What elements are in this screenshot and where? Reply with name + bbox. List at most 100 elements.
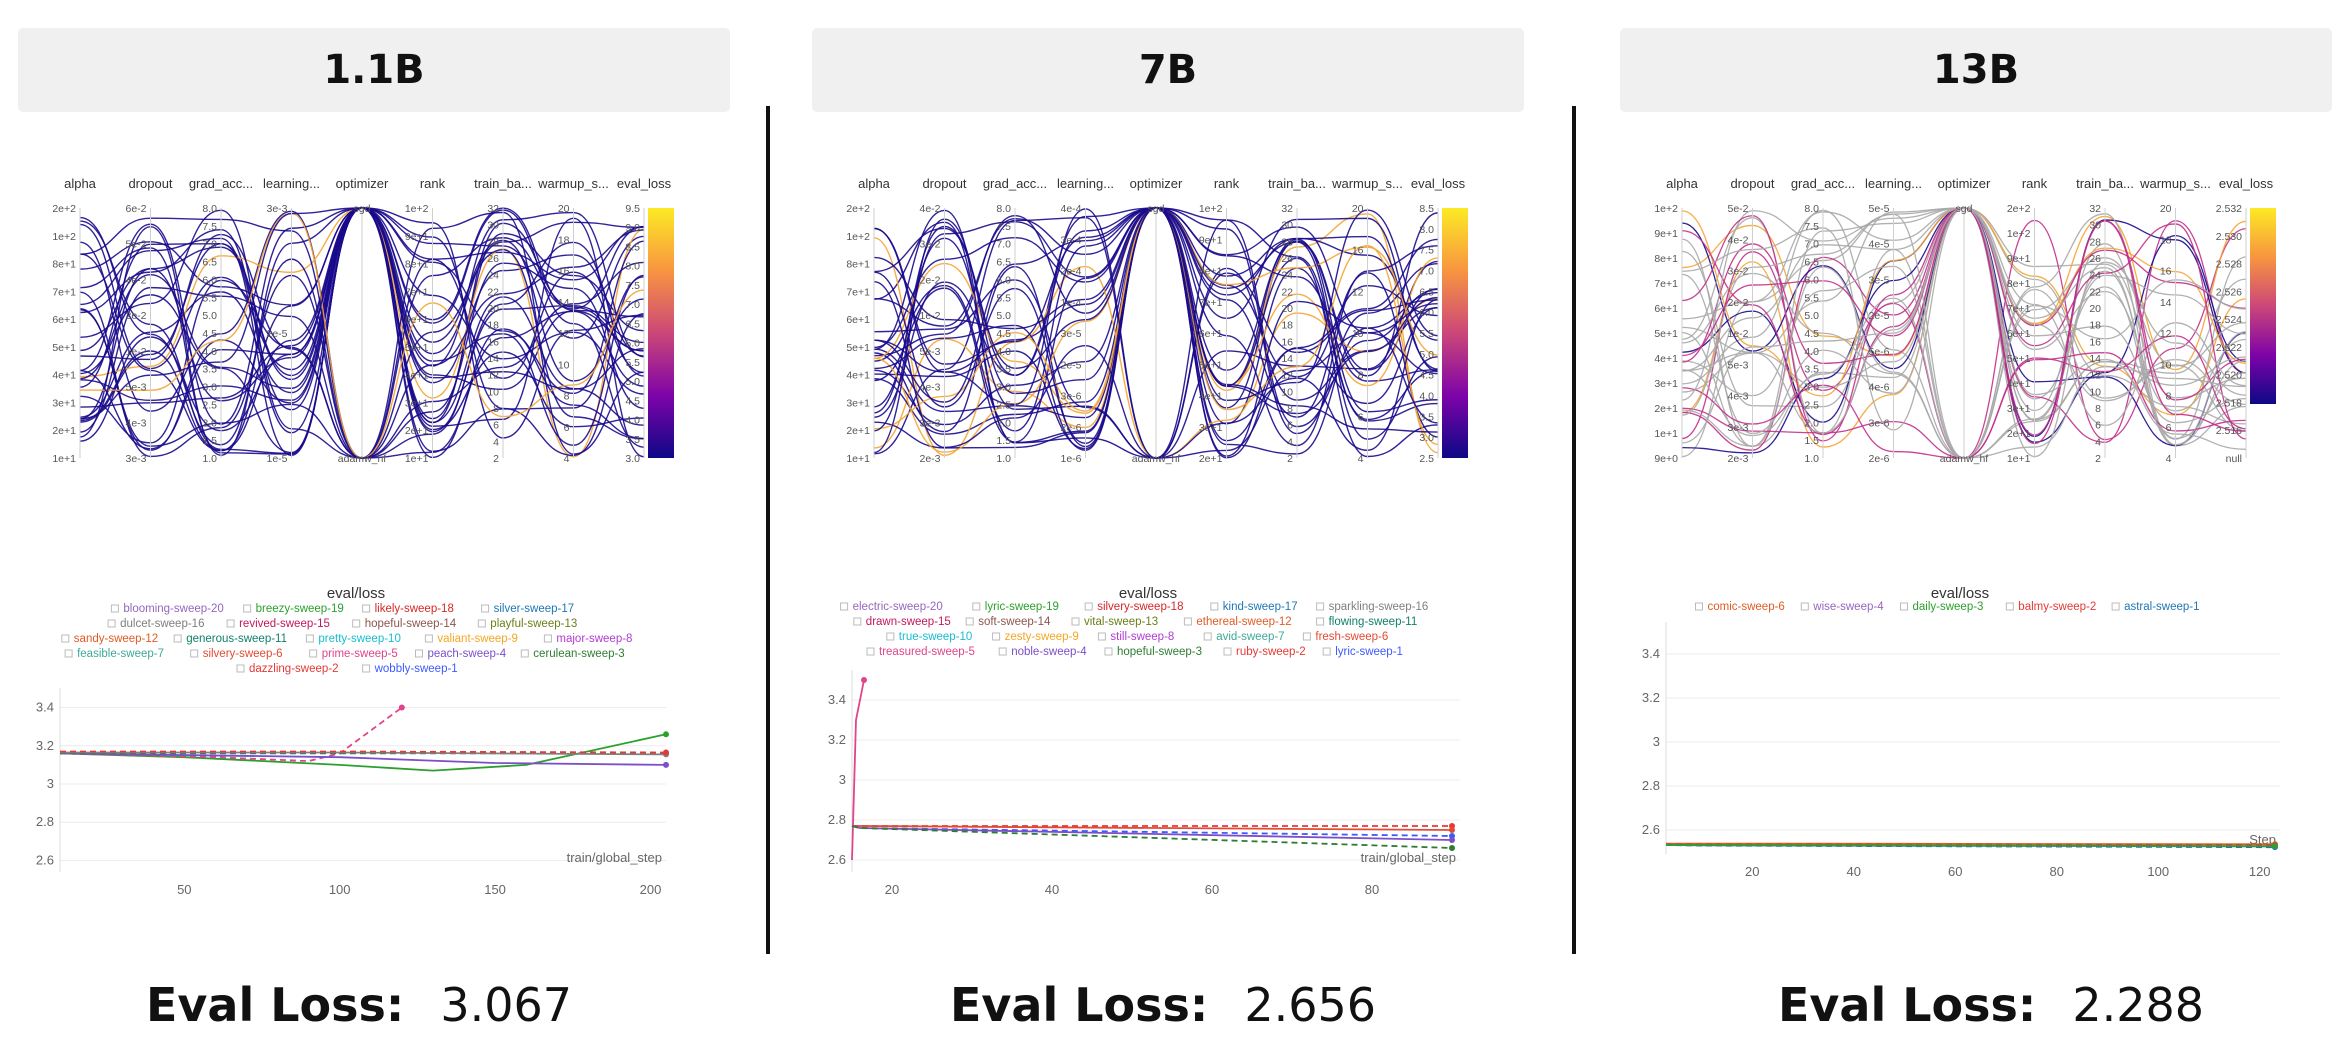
axis-tick-label: 2.526	[2216, 286, 2242, 298]
axis-title: alpha	[64, 176, 97, 191]
axis-tick-label: 1.0	[996, 453, 1011, 465]
axis-tick-label: 2e-2	[125, 310, 146, 322]
axis-tick-label: 2.5	[996, 399, 1011, 411]
axis-tick-label: 1e-4	[1060, 297, 1081, 309]
x-tick-label: 60	[1948, 864, 1962, 879]
axis-tick-label: 8.5	[625, 241, 640, 253]
legend-entry: kind-sweep-17	[1223, 601, 1298, 613]
axis-tick-label: 8	[564, 391, 570, 403]
axis-tick-label: 6	[2166, 422, 2172, 434]
axis-tick-label: 1e+1	[1654, 428, 1678, 440]
y-tick-label: 2.8	[36, 814, 54, 829]
legend-entry: major-sweep-8	[556, 633, 632, 645]
axis-tick-label: 5.5	[1804, 292, 1819, 304]
axis-tick-label: 5e+1	[405, 342, 429, 354]
axis-tick-label: adamw_hf	[338, 453, 387, 465]
parallel-coordinates-chart[interactable]: alpha 2e+2 1e+2 8e+1 7e+1 6e+1 5e+1 4e+1 3e+1 2e+…	[36, 172, 696, 472]
eval-loss-value: 2.288	[2072, 978, 2205, 1032]
eval-loss-line-chart[interactable]: eval/loss comic-sweep-6 wise-sweep-4 daily-…	[1630, 580, 2290, 900]
axis-tick-label: 16	[1352, 245, 1364, 257]
axis-tick-label: 3.0	[996, 382, 1011, 394]
colorbar	[1442, 208, 1468, 458]
y-tick-label: 3.4	[36, 700, 54, 715]
axis-tick-label: 3.5	[1419, 411, 1434, 423]
axis-tick-label: 6	[1358, 411, 1364, 423]
legend-swatch	[481, 604, 490, 613]
axis-tick-label: 5e-5	[1868, 203, 1889, 215]
axis-tick-label: 28	[1281, 236, 1293, 248]
axis-tick-label: 20	[1352, 203, 1364, 215]
legend-swatch	[173, 634, 182, 643]
column-divider	[766, 106, 770, 954]
axis-tick-label: 20	[2089, 303, 2101, 315]
y-tick-label: 3	[1653, 734, 1660, 749]
axis-tick-label: 3.0	[202, 382, 217, 394]
axis-tick-label: 6	[493, 420, 499, 432]
axis-tick-label: 8.0	[202, 203, 217, 215]
parallel-coordinates-chart[interactable]: alpha 2e+2 1e+2 8e+1 7e+1 6e+1 5e+1 4e+1 3e+1 2e+…	[830, 172, 1490, 472]
x-tick-label: 150	[484, 882, 506, 897]
legend-swatch	[1302, 632, 1311, 641]
axis-tick-label: 5e-3	[1727, 359, 1748, 371]
sweep-lines	[79, 207, 645, 459]
axis-tick-label: 5.0	[1804, 310, 1819, 322]
axis-tick-label: 6.0	[202, 274, 217, 286]
axis-tick-label: 3e+1	[1654, 378, 1678, 390]
axis-tick-label: 2e-5	[1868, 310, 1889, 322]
axis-tick-label: 2e+1	[846, 425, 870, 437]
series-line	[59, 752, 667, 766]
axis-tick-label: 28	[487, 236, 499, 248]
axis-title: grad_acc...	[189, 176, 253, 191]
axis-tick-label: 8e+1	[1654, 253, 1678, 265]
sweep-line	[873, 207, 1439, 440]
series-line	[1665, 844, 2275, 847]
axis-tick-label: 28	[2089, 236, 2101, 248]
x-tick-label: 60	[1205, 882, 1219, 897]
axis-tick-label: 4	[1287, 436, 1293, 448]
eval-loss-summary: Eval Loss: 2.656	[950, 970, 1376, 1040]
eval-loss-line-chart[interactable]: eval/loss electric-sweep-20 lyric-sweep-19…	[828, 580, 1468, 900]
legend-swatch	[110, 604, 119, 613]
series-line	[851, 679, 865, 861]
axis-tick-label: 1e-6	[1060, 453, 1081, 465]
axis-tick-label: 8e+1	[405, 259, 429, 271]
axis-tick-label: 8.0	[1419, 224, 1434, 236]
axis-tick-label: 16	[558, 266, 570, 278]
legend-entry: wise-sweep-4	[1812, 601, 1884, 613]
axis-title: optimizer	[1938, 176, 1991, 191]
axis-tick-label: 6.5	[625, 318, 640, 330]
axis-title: learning...	[1865, 176, 1922, 191]
legend-swatch	[1322, 647, 1331, 656]
sweep-line	[1681, 207, 2247, 450]
axis-tick-label: 3e-3	[125, 453, 146, 465]
legend-entry: lyric-sweep-19	[985, 601, 1059, 613]
axis-tick-label: 16	[2160, 266, 2172, 278]
axis-tick-label: 2e-6	[1868, 453, 1889, 465]
legend-swatch	[998, 647, 1007, 656]
axis-tick-label: 14	[487, 353, 499, 365]
axis-tick-label: 30	[1281, 220, 1293, 232]
axis-tick-label: 7.0	[996, 239, 1011, 251]
legend-entry: dazzling-sweep-2	[249, 663, 339, 675]
axis-tick-label: 1.5	[996, 435, 1011, 447]
panel-header: 13B	[1620, 28, 2332, 112]
axis-tick-label: 4e+1	[52, 370, 76, 382]
parallel-coordinates-chart[interactable]: alpha 1e+2 9e+1 8e+1 7e+1 6e+1 5e+1 4e+1 3e+1 2e+…	[1638, 172, 2298, 472]
axis-tick-label: 32	[1281, 203, 1293, 215]
x-tick-label: 100	[329, 882, 351, 897]
axis-title: dropout	[922, 176, 966, 191]
y-tick-label: 3.2	[36, 738, 54, 753]
axis-tick-label: 5.0	[202, 310, 217, 322]
axis-tick-label: 8e+1	[1199, 266, 1223, 278]
legend-entry: silvery-sweep-18	[1097, 601, 1183, 613]
panel-7b: 7B alpha 2e+2 1e+2 8e+1 7e+1 6e+1 5e+1 4e+1 3e+1…	[770, 0, 1580, 1058]
axis-tick-label: 2.5	[1419, 453, 1434, 465]
axis-tick-label: 8.0	[1804, 203, 1819, 215]
y-tick-label: 3.2	[1642, 690, 1660, 705]
eval-loss-line-chart[interactable]: eval/loss blooming-sweep-20 breezy-sweep-1…	[36, 580, 676, 900]
axis-tick-label: 2.522	[2216, 342, 2242, 354]
legend-swatch	[1316, 602, 1325, 611]
legend-swatch	[226, 619, 235, 628]
axis-tick-label: sgd	[1956, 203, 1973, 215]
axis-tick-label: 20	[487, 303, 499, 315]
